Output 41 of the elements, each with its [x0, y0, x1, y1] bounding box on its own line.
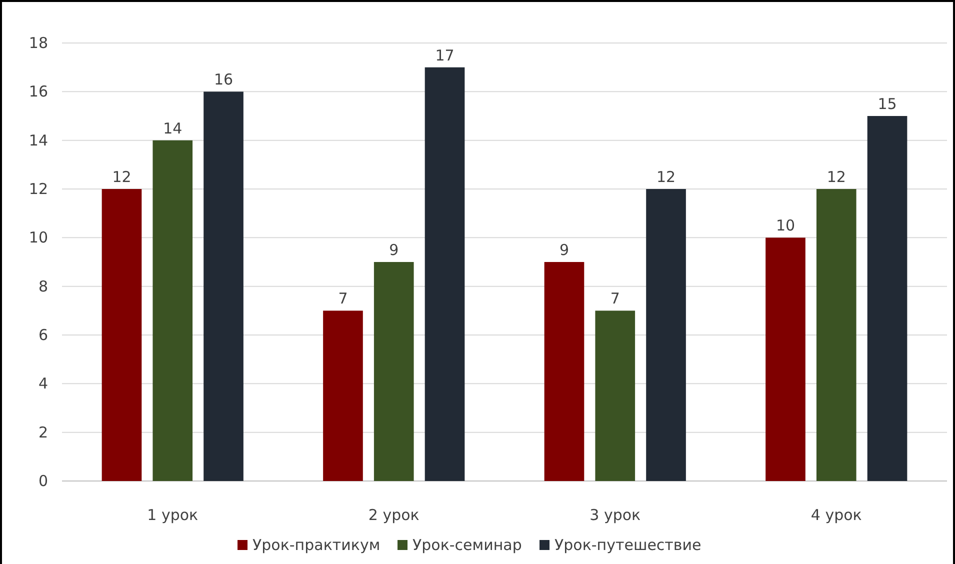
data-label: 15: [878, 95, 897, 113]
data-label: 12: [656, 168, 676, 186]
y-tick-label: 16: [28, 82, 48, 101]
legend-label: Урок-практикум: [252, 536, 380, 554]
y-tick-label: 14: [28, 131, 48, 150]
data-label: 16: [214, 70, 234, 89]
x-tick-label: 1 урок: [147, 506, 198, 524]
bar: [152, 140, 193, 481]
data-label: 10: [776, 216, 796, 235]
data-label: 17: [435, 46, 454, 64]
bar: [424, 67, 465, 481]
bar: [204, 92, 244, 481]
legend-label: Урок-путешествие: [554, 536, 702, 554]
bar: [867, 116, 908, 481]
x-tick-label: 2 урок: [368, 506, 420, 524]
y-tick-label: 18: [28, 34, 48, 52]
y-tick-label: 2: [38, 423, 48, 442]
x-tick-label: 3 урок: [590, 506, 641, 524]
data-label: 12: [826, 168, 846, 186]
data-label: 12: [112, 168, 132, 186]
y-tick-label: 6: [38, 326, 48, 344]
y-tick-label: 12: [28, 180, 48, 198]
y-tick-label: 10: [28, 228, 48, 247]
data-label: 7: [610, 290, 620, 308]
y-tick-label: 0: [38, 472, 48, 490]
bar: [646, 189, 686, 481]
bar: [816, 189, 856, 481]
legend-label: Урок-семинар: [412, 536, 522, 554]
y-tick-label: 8: [38, 277, 48, 296]
bar: [766, 238, 806, 481]
bar: [544, 262, 584, 481]
y-tick-label: 4: [38, 374, 48, 393]
bar: [102, 189, 142, 481]
bar: [374, 262, 414, 481]
bar: [595, 310, 636, 481]
data-label: 14: [163, 119, 182, 138]
data-label: 9: [389, 241, 399, 259]
data-label: 9: [559, 241, 570, 259]
data-label: 7: [338, 290, 348, 308]
x-tick-label: 4 урок: [810, 506, 862, 524]
bar: [323, 310, 363, 481]
